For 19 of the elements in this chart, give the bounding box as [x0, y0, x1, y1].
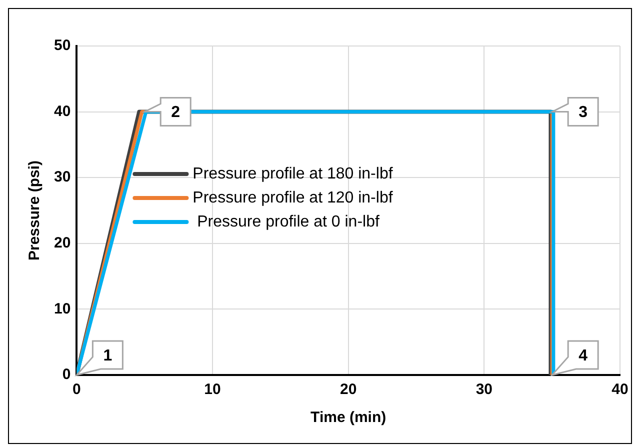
x-tick-label: 40 [612, 381, 628, 398]
x-tick-label: 30 [476, 381, 493, 398]
annotation: 1 [103, 347, 112, 364]
legend-label: Pressure profile at 180 in-lbf [192, 165, 394, 182]
y-tick-label: 0 [62, 366, 71, 384]
annotation: 2 [171, 104, 180, 122]
annotation: 4 [578, 347, 588, 364]
y-tick-label: 50 [54, 37, 71, 54]
legend-label: Pressure profile at 120 in-lbf [192, 189, 394, 206]
x-tick-label: 20 [340, 381, 357, 398]
y-tick-label: 20 [54, 234, 71, 252]
y-tick-label: 40 [54, 102, 71, 120]
y-tick-label: 10 [54, 300, 71, 318]
legend-label: Pressure profile at 0 in-lbf [192, 213, 380, 230]
y-axis-title: Pressure (psi) [26, 160, 44, 261]
y-tick-label: 30 [54, 168, 71, 186]
x-axis-title: Time (min) [310, 409, 386, 426]
x-tick-label: 10 [204, 381, 221, 398]
annotation: 3 [578, 104, 588, 122]
